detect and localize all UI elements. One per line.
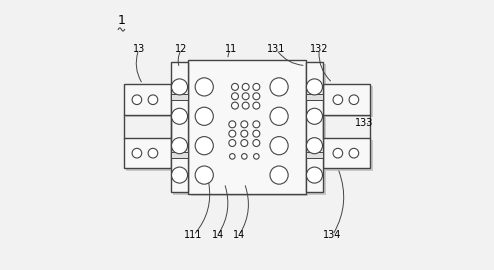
Text: 14: 14 [211, 230, 224, 240]
Circle shape [253, 121, 260, 128]
Bar [325, 140, 372, 171]
Circle shape [132, 95, 142, 104]
Circle shape [270, 166, 288, 184]
Circle shape [349, 95, 359, 104]
Text: 13: 13 [133, 45, 145, 55]
Text: 134: 134 [324, 230, 342, 240]
Text: 132: 132 [310, 45, 329, 55]
Bar [323, 138, 370, 168]
Circle shape [242, 102, 249, 109]
Circle shape [241, 140, 248, 147]
Circle shape [349, 148, 359, 158]
Circle shape [232, 93, 239, 100]
Bar [124, 138, 171, 168]
Bar [124, 84, 171, 115]
Bar [323, 84, 370, 115]
Circle shape [171, 167, 188, 183]
Text: 11: 11 [225, 45, 237, 55]
Bar [173, 64, 191, 195]
Circle shape [195, 78, 213, 96]
Bar [306, 62, 323, 193]
Circle shape [241, 130, 248, 137]
Circle shape [229, 140, 236, 147]
Circle shape [195, 166, 213, 184]
Circle shape [253, 102, 260, 109]
Bar [325, 86, 372, 117]
Circle shape [333, 148, 343, 158]
Circle shape [230, 154, 235, 159]
Circle shape [306, 167, 323, 183]
Bar [171, 94, 188, 100]
Text: 14: 14 [233, 230, 245, 240]
Circle shape [253, 154, 259, 159]
Circle shape [242, 154, 247, 159]
Circle shape [241, 121, 248, 128]
Circle shape [195, 137, 213, 155]
Circle shape [148, 148, 158, 158]
Bar [306, 152, 323, 158]
Circle shape [306, 138, 323, 154]
Circle shape [253, 83, 260, 90]
Text: 12: 12 [175, 45, 188, 55]
Circle shape [306, 108, 323, 124]
Circle shape [242, 93, 249, 100]
Circle shape [270, 137, 288, 155]
Circle shape [229, 121, 236, 128]
Circle shape [171, 138, 188, 154]
Circle shape [253, 140, 260, 147]
Circle shape [195, 107, 213, 125]
Circle shape [232, 83, 239, 90]
Text: 131: 131 [267, 45, 286, 55]
Bar [188, 60, 306, 194]
Bar [171, 62, 188, 193]
Circle shape [253, 130, 260, 137]
Text: 111: 111 [184, 230, 203, 240]
Bar [308, 64, 326, 195]
Circle shape [306, 79, 323, 95]
Bar [306, 94, 323, 100]
Bar [125, 86, 173, 117]
Bar [171, 152, 188, 158]
Circle shape [242, 83, 249, 90]
Circle shape [232, 102, 239, 109]
Circle shape [171, 79, 188, 95]
Circle shape [270, 107, 288, 125]
Text: 1: 1 [118, 14, 125, 26]
Circle shape [229, 130, 236, 137]
Circle shape [253, 93, 260, 100]
Bar [191, 63, 308, 197]
Bar [125, 140, 173, 171]
Circle shape [148, 95, 158, 104]
Text: 133: 133 [355, 118, 374, 128]
Circle shape [333, 95, 343, 104]
Circle shape [270, 78, 288, 96]
Circle shape [171, 108, 188, 124]
Circle shape [132, 148, 142, 158]
